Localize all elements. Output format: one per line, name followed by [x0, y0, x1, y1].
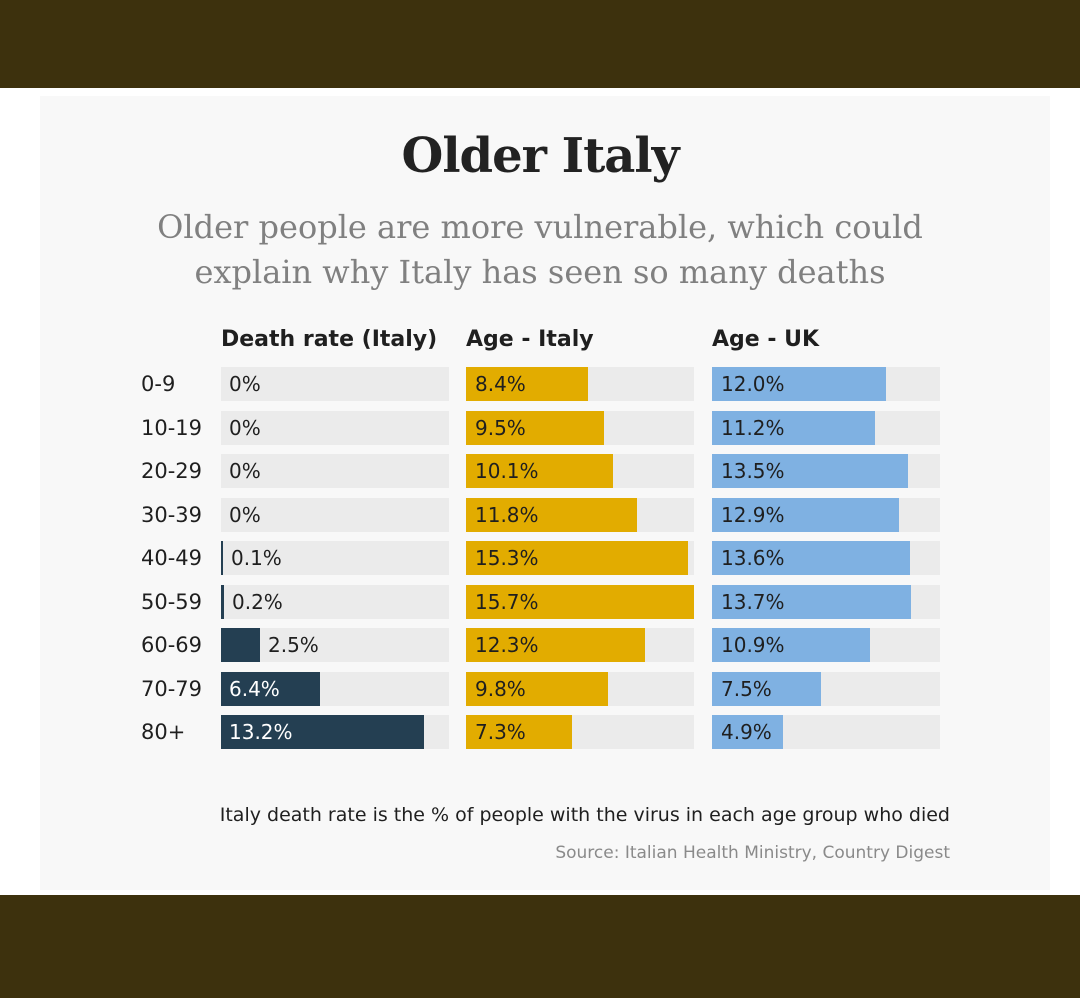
- bar-track: 0%: [221, 454, 449, 488]
- bar-track: 12.9%: [712, 497, 940, 532]
- bar-value-label: 13.5%: [721, 459, 785, 483]
- bar-value-label: 0.2%: [232, 589, 283, 614]
- bar-track: 6.4%: [221, 671, 449, 706]
- bar: [466, 497, 637, 532]
- bar: [712, 715, 783, 749]
- chart-title: Older Italy: [401, 128, 680, 184]
- bar-track: 10.1%: [466, 454, 694, 488]
- bar-track: 13.5%: [712, 454, 940, 488]
- age-group-label: 20-29: [141, 459, 203, 483]
- chart-subtitle: Older people are more vulnerable, which …: [157, 208, 923, 291]
- bar-track: 2.5%: [221, 628, 449, 662]
- bar: [221, 671, 320, 706]
- bar: [712, 497, 899, 532]
- bar-track: 7.5%: [712, 671, 940, 706]
- bar: [221, 715, 424, 749]
- bar-track: 15.7%: [466, 584, 694, 619]
- bar-track: 0%: [221, 497, 449, 532]
- bar-track: 9.5%: [466, 410, 694, 445]
- bar-value-label: 6.4%: [229, 676, 280, 701]
- age-group-label: 80+: [141, 720, 186, 744]
- bar-track: 11.2%: [712, 410, 940, 445]
- column-header-2: Age - Italy: [466, 327, 594, 352]
- bar: [712, 454, 908, 488]
- age-group-label: 10-19: [141, 415, 203, 440]
- bar-value-label: 0.1%: [231, 546, 282, 570]
- bar-track: 15.3%: [466, 541, 694, 575]
- bar-value-label: 15.3%: [475, 546, 539, 570]
- bar: [466, 584, 694, 619]
- age-group-label: 50-59: [141, 589, 203, 614]
- bar-value-label: 12.0%: [721, 372, 785, 396]
- age-group-label: 40-49: [141, 546, 203, 570]
- bar: [466, 541, 688, 575]
- bar: [466, 410, 604, 445]
- bar: [221, 584, 224, 619]
- column-header-1: Death rate (Italy): [221, 327, 438, 352]
- bar-track: 13.2%: [221, 715, 449, 749]
- age-group-label: 70-79: [141, 676, 203, 701]
- bar-value-label: 13.7%: [721, 589, 785, 614]
- bar-value-label: 0%: [229, 415, 261, 440]
- bar-value-label: 10.1%: [475, 459, 539, 483]
- bar-track: 8.4%: [466, 367, 694, 401]
- bar-track: 10.9%: [712, 628, 940, 662]
- bar-track: 9.8%: [466, 671, 694, 706]
- bar-track: 0%: [221, 367, 449, 401]
- bar: [712, 671, 821, 706]
- top-frame-band: [0, 0, 1080, 88]
- bar-value-label: 7.5%: [721, 676, 772, 701]
- bar-value-label: 12.3%: [475, 633, 539, 657]
- age-group-label: 60-69: [141, 633, 203, 657]
- bar-track: 13.7%: [712, 584, 940, 619]
- bar-value-label: 12.9%: [721, 502, 785, 527]
- bar: [712, 628, 870, 662]
- bar: [466, 454, 613, 488]
- bar-value-label: 7.3%: [475, 720, 526, 744]
- bar-value-label: 9.5%: [475, 415, 526, 440]
- bar: [712, 541, 910, 575]
- bar-track: 12.3%: [466, 628, 694, 662]
- bar: [221, 628, 260, 662]
- bar-value-label: 0%: [229, 502, 261, 527]
- bar-value-label: 0%: [229, 372, 261, 396]
- bar-value-label: 0%: [229, 459, 261, 483]
- bar-value-label: 10.9%: [721, 633, 785, 657]
- chart-source: Source: Italian Health Ministry, Country…: [555, 843, 950, 863]
- bar-value-label: 11.2%: [721, 415, 785, 440]
- bar-track: 11.8%: [466, 497, 694, 532]
- bar-value-label: 15.7%: [475, 589, 539, 614]
- bar: [466, 367, 588, 401]
- bar: [466, 671, 608, 706]
- bar-track: 0.1%: [221, 541, 449, 575]
- bar: [712, 367, 886, 401]
- bar-track: 0.2%: [221, 584, 449, 619]
- chart-card: [40, 96, 1050, 890]
- bar-track: 0%: [221, 410, 449, 445]
- bar-track: 4.9%: [712, 715, 940, 749]
- bar-value-label: 4.9%: [721, 720, 772, 744]
- bar: [466, 715, 572, 749]
- bar-value-label: 8.4%: [475, 372, 526, 396]
- bar: [466, 628, 645, 662]
- bar-track: 13.6%: [712, 541, 940, 575]
- age-group-label: 0-9: [141, 372, 176, 396]
- bar: [221, 541, 223, 575]
- bar: [712, 410, 875, 445]
- age-group-label: 30-39: [141, 502, 203, 527]
- bar-track: 7.3%: [466, 715, 694, 749]
- bar-value-label: 13.2%: [229, 720, 293, 744]
- bar-value-label: 9.8%: [475, 676, 526, 701]
- bar-value-label: 2.5%: [268, 633, 319, 657]
- bar-value-label: 11.8%: [475, 502, 539, 527]
- bar: [712, 584, 911, 619]
- bottom-frame-band: [0, 895, 1080, 998]
- chart-footnote: Italy death rate is the % of people with…: [219, 804, 950, 826]
- bar-value-label: 13.6%: [721, 546, 785, 570]
- column-header-3: Age - UK: [712, 327, 820, 352]
- bar-track: 12.0%: [712, 367, 940, 401]
